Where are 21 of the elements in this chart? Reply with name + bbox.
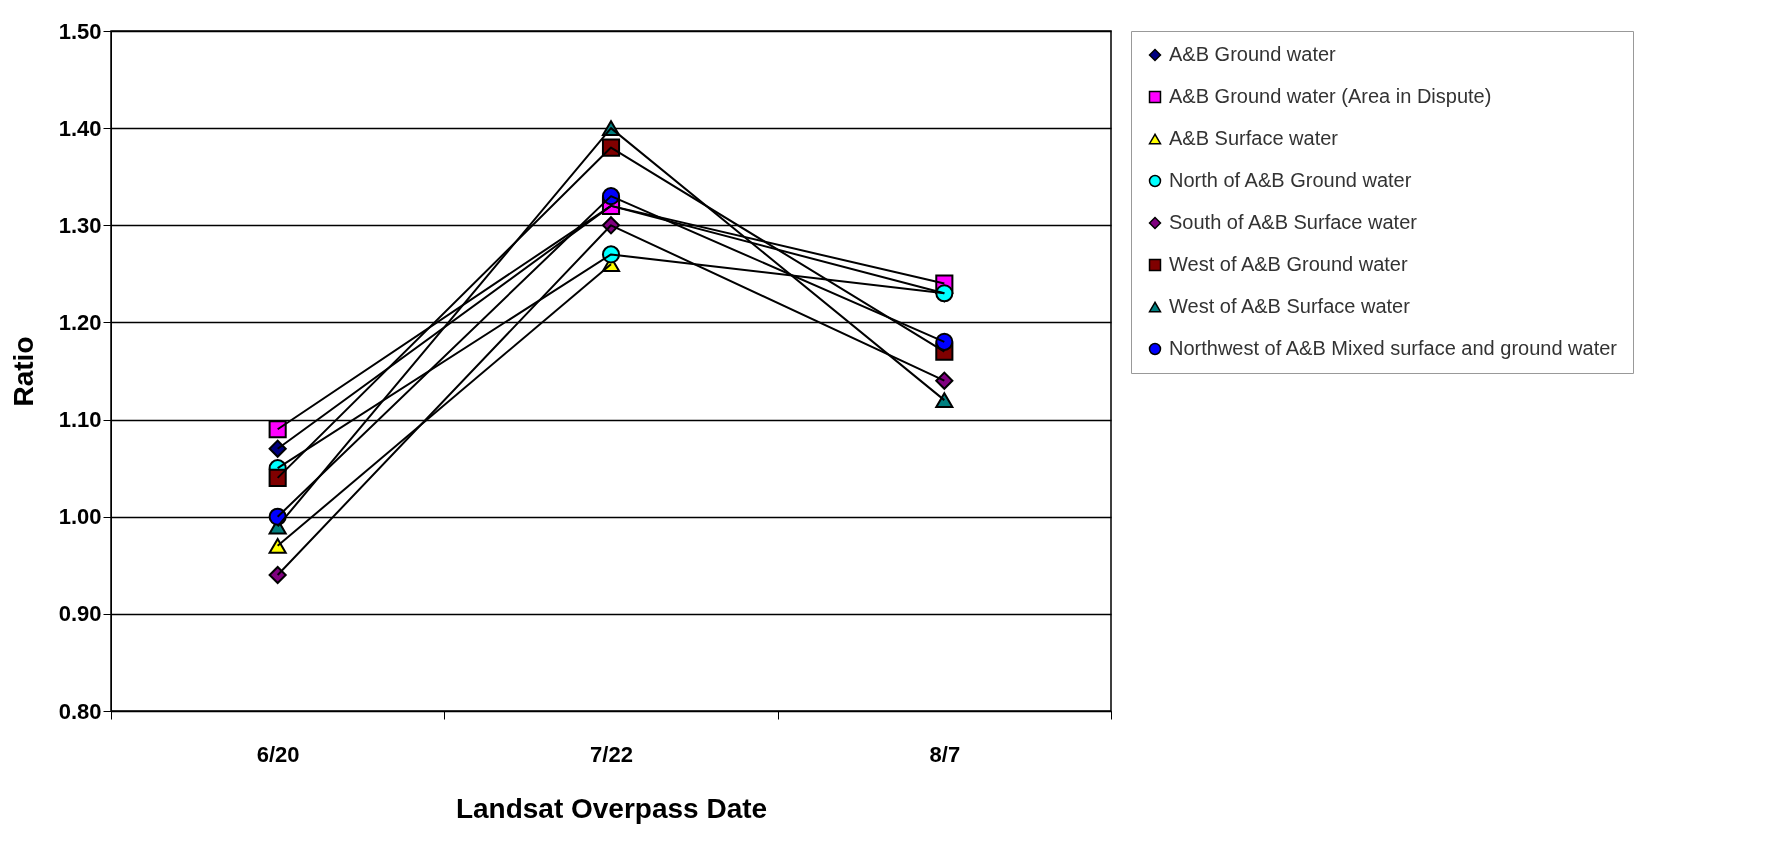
y-tick-label: 1.50 [58,18,102,44]
legend-label: A&B Ground water [1169,43,1337,65]
y-tick-label: 1.00 [58,504,102,530]
y-axis-title: Ratio [7,336,39,407]
x-tick-label: 6/20 [256,741,300,767]
legend-label: West of A&B Surface water [1169,295,1411,317]
legend-label: South of A&B Surface water [1169,211,1418,233]
x-tick-label: 7/22 [590,741,633,767]
y-tick-label: 1.20 [58,309,102,335]
legend-label: North of A&B Ground water [1169,169,1412,191]
y-tick-label: 0.80 [58,698,102,724]
legend-label: Northwest of A&B Mixed surface and ground water [1169,337,1618,359]
y-tick-label: 1.40 [58,115,102,141]
x-axis-title: Landsat Overpass Date [455,792,768,824]
y-tick-label: 1.10 [58,407,102,433]
legend-label: A&B Surface water [1169,127,1339,149]
legend-label: West of A&B Ground water [1169,253,1408,275]
y-tick-label: 0.90 [58,601,102,627]
y-tick-label: 1.30 [58,212,102,238]
x-tick-label: 8/7 [929,741,961,767]
legend-label: A&B Ground water (Area in Dispute) [1169,85,1492,107]
